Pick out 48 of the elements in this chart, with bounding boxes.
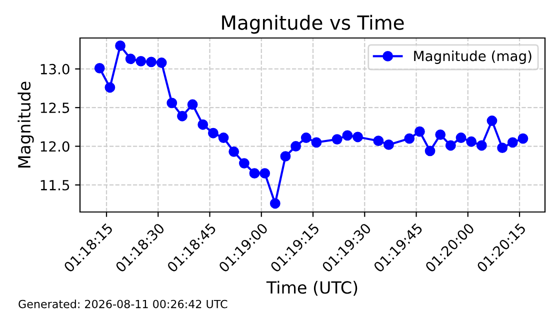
chart-title: Magnitude vs Time (222, 14, 404, 34)
point (486, 116, 498, 126)
point (373, 136, 384, 146)
point (497, 142, 508, 154)
y-tick-label: 11.5 (40, 180, 70, 190)
point (507, 137, 518, 148)
text: Generated: 2026-08-11 00:26:42 UTC (18, 300, 228, 308)
point (198, 119, 208, 130)
point (332, 134, 342, 145)
point (238, 158, 250, 168)
point (228, 146, 240, 157)
point (249, 168, 260, 179)
point (404, 133, 415, 144)
y-tick-label: 13.0 (40, 64, 70, 74)
point (424, 146, 436, 156)
point (94, 62, 105, 74)
point (146, 56, 156, 68)
y-tick-label: 12.0 (40, 141, 70, 152)
point (445, 140, 456, 151)
point (177, 110, 188, 122)
point (187, 99, 198, 110)
point (300, 132, 312, 143)
y-axis-title: Magnitude (18, 82, 34, 168)
point (342, 130, 353, 141)
point (115, 40, 126, 51)
point (466, 136, 477, 147)
point (156, 58, 167, 68)
point (290, 141, 302, 152)
point (208, 128, 218, 138)
point (260, 168, 270, 179)
point (125, 54, 136, 64)
point (311, 137, 322, 148)
point (104, 82, 116, 93)
legend-label: Magnitude (mag) (414, 50, 532, 64)
point (270, 198, 280, 209)
point (218, 132, 229, 143)
y-tick-label: 12.5 (40, 102, 70, 114)
point (352, 132, 363, 142)
point (280, 151, 291, 162)
point (456, 132, 466, 143)
point (414, 126, 425, 137)
point (136, 56, 146, 66)
point (476, 140, 487, 151)
x-axis-title: Time (UTC) (266, 280, 358, 296)
point (166, 98, 178, 108)
point (384, 140, 394, 150)
point (435, 129, 446, 140)
point (518, 133, 528, 144)
